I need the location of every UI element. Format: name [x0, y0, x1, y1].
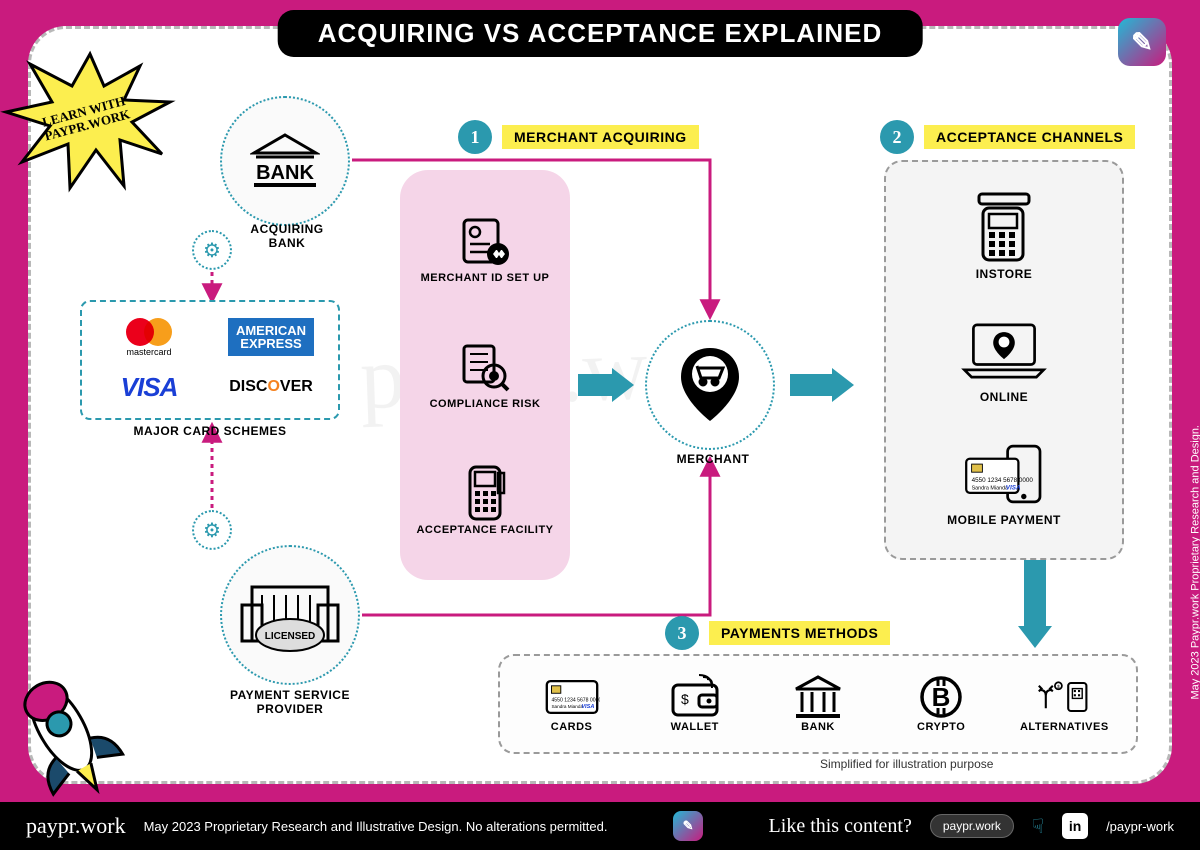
mastercard-logo-icon: mastercard — [126, 317, 172, 357]
mobile-payment-label: MOBILE PAYMENT — [947, 513, 1061, 527]
acceptance-facility-item: ACCEPTANCE FACILITY — [416, 466, 553, 536]
card-schemes-label: MAJOR CARD SCHEMES — [130, 424, 290, 438]
pos-terminal-icon — [959, 193, 1049, 263]
instore-item: INSTORE — [959, 193, 1049, 281]
svg-text:VISA: VISA — [1006, 484, 1021, 491]
section-2-head: 2 ACCEPTANCE CHANNELS — [880, 120, 1135, 154]
method-alternatives-label: ALTERNATIVES — [1020, 721, 1109, 733]
svg-text:BANK: BANK — [256, 162, 314, 184]
linkedin-icon[interactable]: in — [1062, 813, 1088, 839]
mobile-card-icon: 4550 1234 5678 0000Sandra MiandaVISA — [959, 439, 1049, 509]
svg-text:Sandra Mianda: Sandra Mianda — [551, 704, 583, 709]
section-2-number: 2 — [880, 120, 914, 154]
online-item: ONLINE — [959, 316, 1049, 404]
methods-note: Simplified for illustration purpose — [820, 757, 993, 771]
acceptance-facility-label: ACCEPTANCE FACILITY — [416, 524, 553, 536]
method-bank-label: BANK — [801, 721, 835, 733]
brand-logo-icon: ✎ — [1118, 18, 1166, 66]
method-alternatives: $ ALTERNATIVES — [1014, 675, 1114, 733]
discover-logo-icon: DISCOVER — [229, 378, 313, 396]
merchant-label: MERCHANT — [673, 452, 753, 466]
footer-badge-icon: ✎ — [673, 811, 703, 841]
acquiring-bank-node: BANK — [220, 96, 350, 226]
psp-label: PAYMENT SERVICE PROVIDER — [200, 688, 380, 716]
svg-text:Sandra Mianda: Sandra Mianda — [972, 485, 1008, 491]
wallet-icon: $ — [667, 675, 723, 719]
footer-logo: paypr.work — [26, 813, 126, 839]
svg-text:B: B — [932, 682, 951, 712]
section-1-label: MERCHANT ACQUIRING — [502, 125, 699, 149]
gear-icon: ⚙ — [192, 510, 232, 550]
svg-text:$: $ — [1057, 684, 1060, 690]
footer-like-text: Like this content? — [769, 815, 912, 838]
method-wallet: $ WALLET — [645, 675, 745, 733]
svg-text:4550 1234 5678 0000: 4550 1234 5678 0000 — [551, 698, 600, 704]
arrow-down-icon — [1018, 560, 1052, 648]
merchant-pin-icon — [673, 342, 747, 428]
section-3-head: 3 PAYMENTS METHODS — [665, 616, 890, 650]
section-1-number: 1 — [458, 120, 492, 154]
terminal-icon — [458, 466, 512, 520]
method-cards: 4550 1234 5678 0000Sandra MiandaVISA CAR… — [522, 675, 622, 733]
compliance-label: COMPLIANCE RISK — [430, 398, 541, 410]
footer-site-pill[interactable]: paypr.work — [930, 814, 1014, 838]
svg-text:4550 1234 5678 0000: 4550 1234 5678 0000 — [972, 477, 1034, 484]
footer-handle: /paypr-work — [1106, 819, 1174, 834]
bank-icon: BANK — [250, 131, 320, 191]
acquiring-bank-label: ACQUIRING BANK — [247, 222, 327, 250]
svg-text:LICENSED: LICENSED — [265, 631, 316, 642]
arrow-icon — [790, 368, 854, 402]
bitcoin-icon: B — [913, 675, 969, 719]
merchant-node — [645, 320, 775, 450]
method-crypto: B CRYPTO — [891, 675, 991, 733]
alternatives-icon: $ — [1036, 675, 1092, 719]
visa-logo-icon: VISA — [121, 372, 178, 403]
svg-text:VISA: VISA — [581, 704, 594, 710]
compliance-icon — [458, 340, 512, 394]
card-schemes-box: mastercard AMERICANEXPRESS VISA DISCOVER — [80, 300, 340, 420]
amex-logo-icon: AMERICANEXPRESS — [228, 318, 314, 356]
gear-icon: ⚙ — [192, 230, 232, 270]
merchant-id-item: MERCHANT ID SET UP — [421, 214, 550, 284]
method-bank: BANK — [768, 675, 868, 733]
learn-burst: LEARN WITH PAYPR.WORK — [0, 46, 180, 196]
cursor-icon: ☟ — [1032, 814, 1044, 839]
psp-node: LICENSED — [220, 545, 360, 685]
method-crypto-label: CRYPTO — [917, 721, 965, 733]
mobile-payment-item: 4550 1234 5678 0000Sandra MiandaVISA MOB… — [947, 439, 1061, 527]
instore-label: INSTORE — [976, 267, 1033, 281]
method-cards-label: CARDS — [551, 721, 593, 733]
building-icon: LICENSED — [240, 571, 340, 659]
compliance-item: COMPLIANCE RISK — [430, 340, 541, 410]
online-label: ONLINE — [980, 390, 1028, 404]
page-title: ACQUIRING VS ACCEPTANCE EXPLAINED — [278, 10, 923, 57]
arrow-icon — [578, 368, 634, 402]
acquiring-panel: MERCHANT ID SET UP COMPLIANCE RISK ACCEP… — [400, 170, 570, 580]
bank-building-icon — [790, 675, 846, 719]
merchant-id-label: MERCHANT ID SET UP — [421, 272, 550, 284]
svg-text:$: $ — [681, 691, 689, 707]
merchant-id-icon — [458, 214, 512, 268]
section-1-head: 1 MERCHANT ACQUIRING — [458, 120, 699, 154]
section-2-label: ACCEPTANCE CHANNELS — [924, 125, 1135, 149]
mastercard-label: mastercard — [126, 347, 171, 357]
card-icon: 4550 1234 5678 0000Sandra MiandaVISA — [544, 675, 600, 719]
method-wallet-label: WALLET — [671, 721, 719, 733]
section-3-number: 3 — [665, 616, 699, 650]
section-3-label: PAYMENTS METHODS — [709, 621, 890, 645]
channels-panel: INSTORE ONLINE 4550 1234 5678 0000Sandra… — [884, 160, 1124, 560]
footer-copyright: May 2023 Proprietary Research and Illust… — [144, 819, 608, 834]
rocket-icon — [0, 656, 136, 816]
laptop-icon — [959, 316, 1049, 386]
side-copyright: May 2023 Paypr.work Proprietary Research… — [1190, 425, 1200, 700]
methods-panel: 4550 1234 5678 0000Sandra MiandaVISA CAR… — [498, 654, 1138, 754]
footer-bar: paypr.work May 2023 Proprietary Research… — [0, 802, 1200, 850]
